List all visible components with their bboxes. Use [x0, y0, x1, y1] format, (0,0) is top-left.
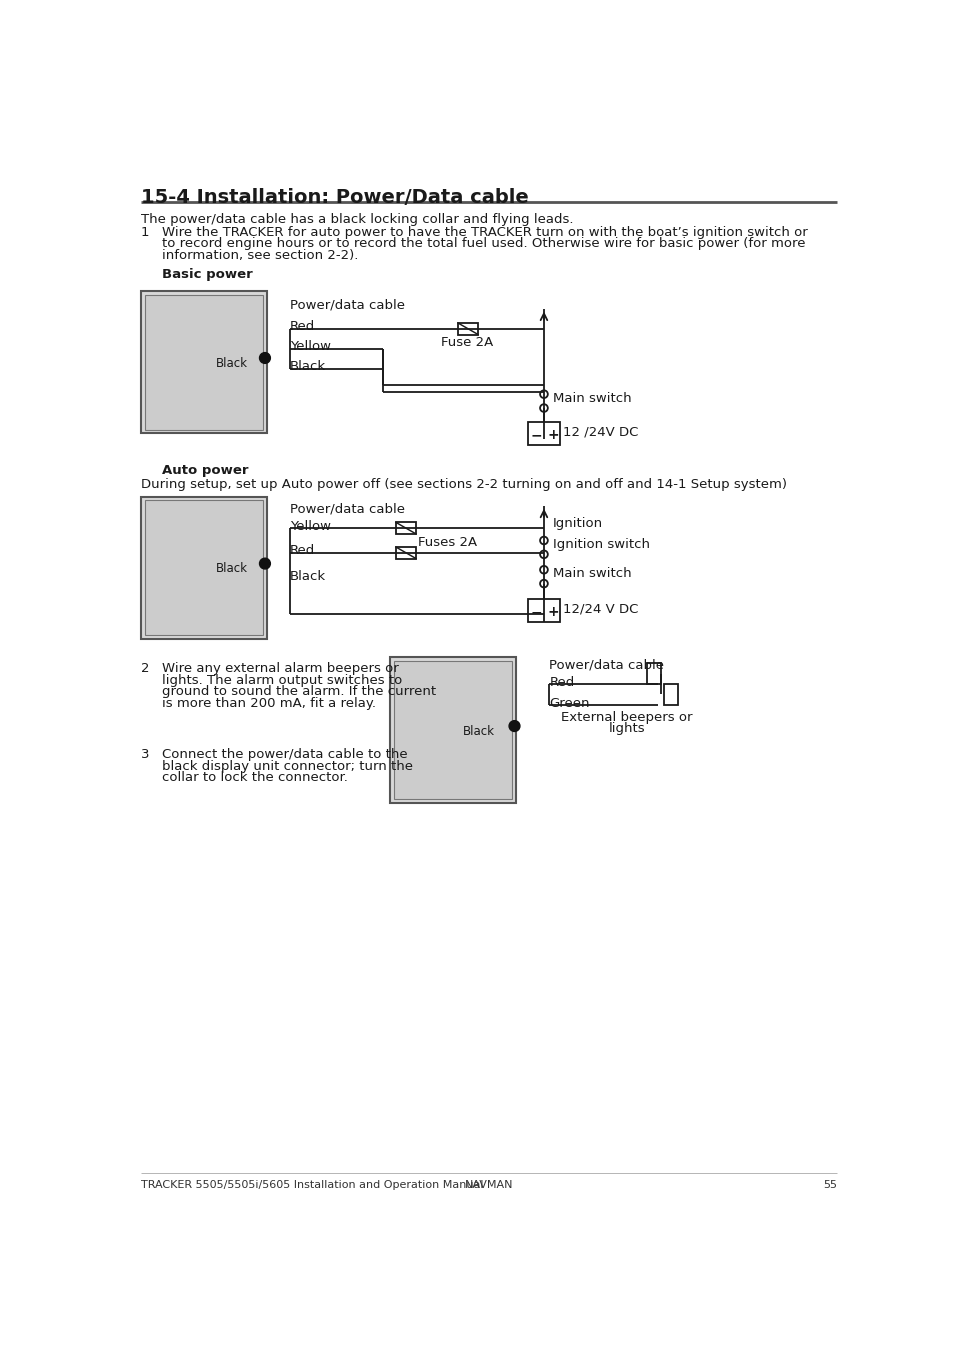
- Text: Fuses 2A: Fuses 2A: [417, 536, 476, 548]
- Text: −: −: [530, 428, 542, 442]
- Bar: [395, 547, 416, 559]
- Text: Connect the power/data cable to the: Connect the power/data cable to the: [162, 749, 407, 761]
- Text: information, see section 2-2).: information, see section 2-2).: [162, 249, 358, 261]
- Bar: [395, 523, 416, 533]
- Text: Power/data cable: Power/data cable: [290, 502, 404, 516]
- Text: Black: Black: [216, 562, 248, 575]
- Text: Black: Black: [216, 357, 248, 370]
- Bar: [663, 684, 678, 706]
- Text: The power/data cable has a black locking collar and flying leads.: The power/data cable has a black locking…: [141, 213, 573, 226]
- Bar: [141, 497, 266, 638]
- Text: Power/data cable: Power/data cable: [549, 659, 663, 671]
- Bar: [390, 657, 516, 803]
- Text: Basic power: Basic power: [162, 268, 253, 282]
- Text: 3: 3: [141, 749, 150, 761]
- Circle shape: [259, 353, 270, 364]
- Text: lights. The alarm output switches to: lights. The alarm output switches to: [162, 674, 402, 687]
- Text: Green: Green: [549, 696, 589, 710]
- Circle shape: [539, 566, 547, 574]
- Circle shape: [539, 404, 547, 412]
- Text: +: +: [546, 428, 558, 442]
- Text: Yellow: Yellow: [290, 520, 331, 532]
- Text: Black: Black: [463, 725, 495, 738]
- Text: External beepers or: External beepers or: [560, 711, 692, 723]
- Text: Red: Red: [290, 321, 314, 333]
- Circle shape: [539, 536, 547, 544]
- Text: Power/data cable: Power/data cable: [290, 299, 404, 311]
- Text: ground to sound the alarm. If the current: ground to sound the alarm. If the curren…: [162, 686, 436, 698]
- Text: 1: 1: [141, 225, 150, 238]
- Text: 12 /24V DC: 12 /24V DC: [562, 426, 638, 439]
- Text: to record engine hours or to record the total fuel used. Otherwise wire for basi: to record engine hours or to record the …: [162, 237, 804, 251]
- Text: NAVMAN: NAVMAN: [464, 1180, 513, 1191]
- Text: black display unit connector; turn the: black display unit connector; turn the: [162, 760, 413, 773]
- Text: Main switch: Main switch: [553, 567, 631, 581]
- Text: Ignition switch: Ignition switch: [553, 539, 650, 551]
- Text: Yellow: Yellow: [290, 341, 331, 353]
- Text: Auto power: Auto power: [162, 465, 248, 477]
- Text: Red: Red: [290, 544, 314, 558]
- Circle shape: [539, 579, 547, 587]
- Text: 15-4 Installation: Power/Data cable: 15-4 Installation: Power/Data cable: [141, 187, 528, 207]
- Text: Ignition: Ignition: [553, 517, 602, 529]
- Circle shape: [259, 558, 270, 568]
- Text: is more than 200 mA, fit a relay.: is more than 200 mA, fit a relay.: [162, 696, 375, 710]
- Text: Wire any external alarm beepers or: Wire any external alarm beepers or: [162, 663, 398, 675]
- Circle shape: [539, 391, 547, 397]
- Text: collar to lock the connector.: collar to lock the connector.: [162, 772, 348, 784]
- Bar: [457, 323, 477, 334]
- Text: +: +: [546, 605, 558, 620]
- Bar: [145, 295, 262, 430]
- Text: lights: lights: [608, 722, 644, 735]
- Text: 55: 55: [822, 1180, 836, 1191]
- Bar: [527, 422, 559, 445]
- Text: −: −: [530, 605, 542, 620]
- Bar: [527, 599, 559, 622]
- Bar: [646, 663, 660, 684]
- Text: 12/24 V DC: 12/24 V DC: [562, 603, 638, 616]
- Bar: [141, 291, 266, 434]
- Text: 2: 2: [141, 663, 150, 675]
- Text: Black: Black: [290, 570, 326, 583]
- Text: Fuse 2A: Fuse 2A: [440, 335, 493, 349]
- Text: TRACKER 5505/5505i/5605 Installation and Operation Manual: TRACKER 5505/5505i/5605 Installation and…: [141, 1180, 483, 1191]
- Circle shape: [509, 721, 519, 731]
- Circle shape: [539, 551, 547, 558]
- Bar: [145, 501, 262, 636]
- Text: Red: Red: [549, 676, 574, 690]
- Text: Main switch: Main switch: [553, 392, 631, 405]
- Text: Wire the TRACKER for auto power to have the TRACKER turn on with the boat’s igni: Wire the TRACKER for auto power to have …: [162, 225, 807, 238]
- Text: Black: Black: [290, 360, 326, 373]
- Text: During setup, set up Auto power off (see sections 2-2 turning on and off and 14-: During setup, set up Auto power off (see…: [141, 478, 786, 492]
- Bar: [394, 660, 512, 799]
